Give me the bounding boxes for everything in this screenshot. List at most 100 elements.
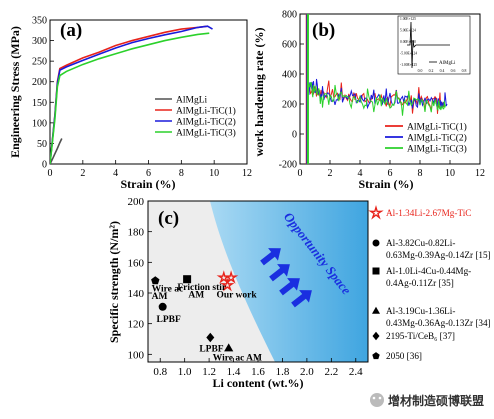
inset-ticks: 1.00E+125 5.00E+124 0.00E+000 -5.00E+124 -1.… bbox=[400, 17, 466, 73]
panel-a-y-axis-label: Engineering Stress (MPa) bbox=[8, 26, 22, 158]
opportunity-arrow-1 bbox=[269, 264, 290, 282]
panel-a-frame bbox=[49, 19, 248, 165]
legend-entry: AlMgLi-TiC(1) bbox=[176, 106, 236, 117]
x-tick-label: 12 bbox=[475, 168, 485, 179]
y-tick-label: 100 bbox=[128, 349, 145, 361]
y-tick-label: 300 bbox=[32, 36, 47, 47]
inset-legend-label: AlMgLi bbox=[439, 61, 456, 66]
legend-marker-diamond bbox=[372, 331, 380, 341]
opportunity-arrows bbox=[260, 248, 312, 308]
point-label: AM bbox=[152, 292, 168, 302]
x-tick-label: 12 bbox=[242, 168, 252, 179]
x-tick-label: 8 bbox=[418, 168, 423, 179]
inset-x-tick-label: 0.0 bbox=[418, 69, 423, 73]
inset-series-line bbox=[407, 21, 450, 69]
panel-b-y-ticks: -200 0 200 400 600 800 bbox=[279, 10, 304, 171]
panel-a-legend: AlMgLiAlMgLi-TiC(1)AlMgLi-TiC(2)AlMgLi-T… bbox=[155, 96, 236, 139]
legend-entry: 0.43Mg-0.36Ag-0.13Zr [34] bbox=[386, 318, 491, 328]
x-tick-label: 1.8 bbox=[276, 366, 290, 378]
panel-b-y-axis-label: work hardening rate (%) bbox=[252, 28, 266, 157]
panel-c-y-axis-label: Specific strength (N/m²) bbox=[107, 221, 121, 343]
y-tick-label: -200 bbox=[279, 160, 297, 171]
x-tick-label: 2.2 bbox=[324, 366, 338, 378]
x-tick-label: 2.4 bbox=[349, 366, 363, 378]
x-tick-label: 8 bbox=[179, 168, 184, 179]
legend-entry: 2050 [36] bbox=[386, 351, 422, 361]
panel-c-x-ticks: 0.8 1.0 1.2 1.4 1.6 1.8 2.0 2.2 2.4 bbox=[153, 358, 363, 378]
legend-entry: AlMgLi bbox=[176, 96, 208, 106]
x-tick-label: 4 bbox=[358, 168, 363, 179]
x-tick-label: 0.8 bbox=[153, 366, 167, 378]
legend-entry: Al-1.34Li-2.67Mg-TiC bbox=[386, 208, 471, 218]
legend-entry: AlMgLi-TiC(3) bbox=[407, 144, 467, 155]
opportunity-arrow-3 bbox=[291, 290, 312, 308]
y-tick-label: 600 bbox=[282, 40, 297, 51]
point-label: Friction stir bbox=[177, 283, 227, 293]
y-tick-label: 120 bbox=[128, 319, 145, 331]
legend-entry: 0.4Ag-0.11Zr [35] bbox=[386, 278, 454, 288]
y-tick-label: 150 bbox=[32, 98, 47, 109]
legend-marker-square bbox=[372, 267, 380, 275]
inset-x-tick-label: 0.8 bbox=[462, 69, 467, 73]
legend-entry: AlMgLi-TiC(2) bbox=[176, 117, 236, 128]
legend-entry: AlMgLi-TiC(1) bbox=[407, 122, 467, 133]
x-tick-label: 10 bbox=[445, 168, 455, 179]
y-tick-label: 50 bbox=[37, 139, 47, 150]
point-label: LPBF bbox=[157, 315, 181, 325]
y-tick-label: 800 bbox=[282, 10, 297, 21]
inset-x-tick-label: 0.4 bbox=[440, 69, 445, 73]
panel-a-series bbox=[50, 25, 213, 164]
legend-entry: AlMgLi-TiC(2) bbox=[407, 133, 467, 144]
series-line-3 bbox=[50, 32, 210, 164]
series-line-2 bbox=[50, 25, 213, 164]
opportunity-arrow-0 bbox=[260, 248, 281, 266]
series-line-0 bbox=[50, 138, 63, 164]
x-tick-label: 4 bbox=[113, 168, 118, 179]
inset-x-tick-label: 0.2 bbox=[429, 69, 434, 73]
series-line-1 bbox=[308, 78, 448, 110]
inset-y-tick-label: 5.00E+124 bbox=[400, 29, 416, 33]
panel-b-x-ticks: 0 2 4 6 8 10 12 bbox=[298, 160, 485, 179]
panel-a-y-ticks: 0 50 100 150 200 250 300 350 bbox=[32, 16, 54, 171]
legend-marker-star bbox=[368, 204, 384, 220]
panel-a-x-ticks: 0 2 4 6 8 10 12 bbox=[48, 160, 252, 179]
x-tick-label: 10 bbox=[209, 168, 219, 179]
x-tick-label: 1.4 bbox=[227, 366, 241, 378]
panel-c-label: (c) bbox=[158, 208, 179, 229]
data-point-square bbox=[183, 275, 192, 284]
arrow-icon bbox=[291, 290, 312, 308]
y-tick-label: 200 bbox=[282, 100, 297, 111]
data-point-circle bbox=[158, 302, 167, 311]
watermark-text: 增材制造硕博联盟 bbox=[388, 393, 484, 408]
legend-entry: 2195-Ti/CeB₆ [37] bbox=[386, 331, 455, 341]
panel-a: 0 50 100 150 200 250 300 350 0 2 4 6 8 10 12 (a) Stra… bbox=[8, 16, 252, 192]
arrow-icon bbox=[279, 278, 300, 296]
y-tick-label: 400 bbox=[282, 70, 297, 81]
y-tick-label: 0 bbox=[292, 130, 297, 141]
point-label: AM bbox=[188, 291, 204, 301]
panel-c-legend: Al-1.34Li-2.67Mg-TiC Al-3.82Cu-0.82Li- 0.6… bbox=[368, 204, 491, 361]
opportunity-region bbox=[210, 201, 368, 362]
x-tick-label: 2.0 bbox=[300, 366, 314, 378]
point-label: Our work bbox=[216, 291, 257, 301]
legend-entry: Al-3.19Cu-1.36Li- bbox=[386, 306, 455, 316]
watermark-logo-icon bbox=[370, 393, 384, 407]
panel-b-label: (b) bbox=[312, 20, 335, 41]
x-tick-label: 1.0 bbox=[178, 366, 192, 378]
panel-a-label: (a) bbox=[60, 20, 82, 41]
panel-b-legend: AlMgLi-TiC(1)AlMgLi-TiC(2)AlMgLi-TiC(3) bbox=[385, 122, 467, 155]
arrow-icon bbox=[260, 248, 281, 266]
opportunity-arrow-2 bbox=[279, 278, 300, 296]
panel-b-series bbox=[305, 14, 448, 164]
x-tick-label: 2 bbox=[80, 168, 85, 179]
panel-b-inset: 1.00E+125 5.00E+124 0.00E+000 -5.00E+124 -1.… bbox=[397, 15, 471, 75]
x-tick-label: 0 bbox=[298, 168, 303, 179]
panel-c-y-ticks: 100 120 140 160 180 200 bbox=[128, 196, 152, 361]
y-tick-label: 160 bbox=[128, 257, 145, 269]
panel-c-points bbox=[151, 270, 239, 352]
point-label: Wire ac AM bbox=[213, 353, 262, 363]
